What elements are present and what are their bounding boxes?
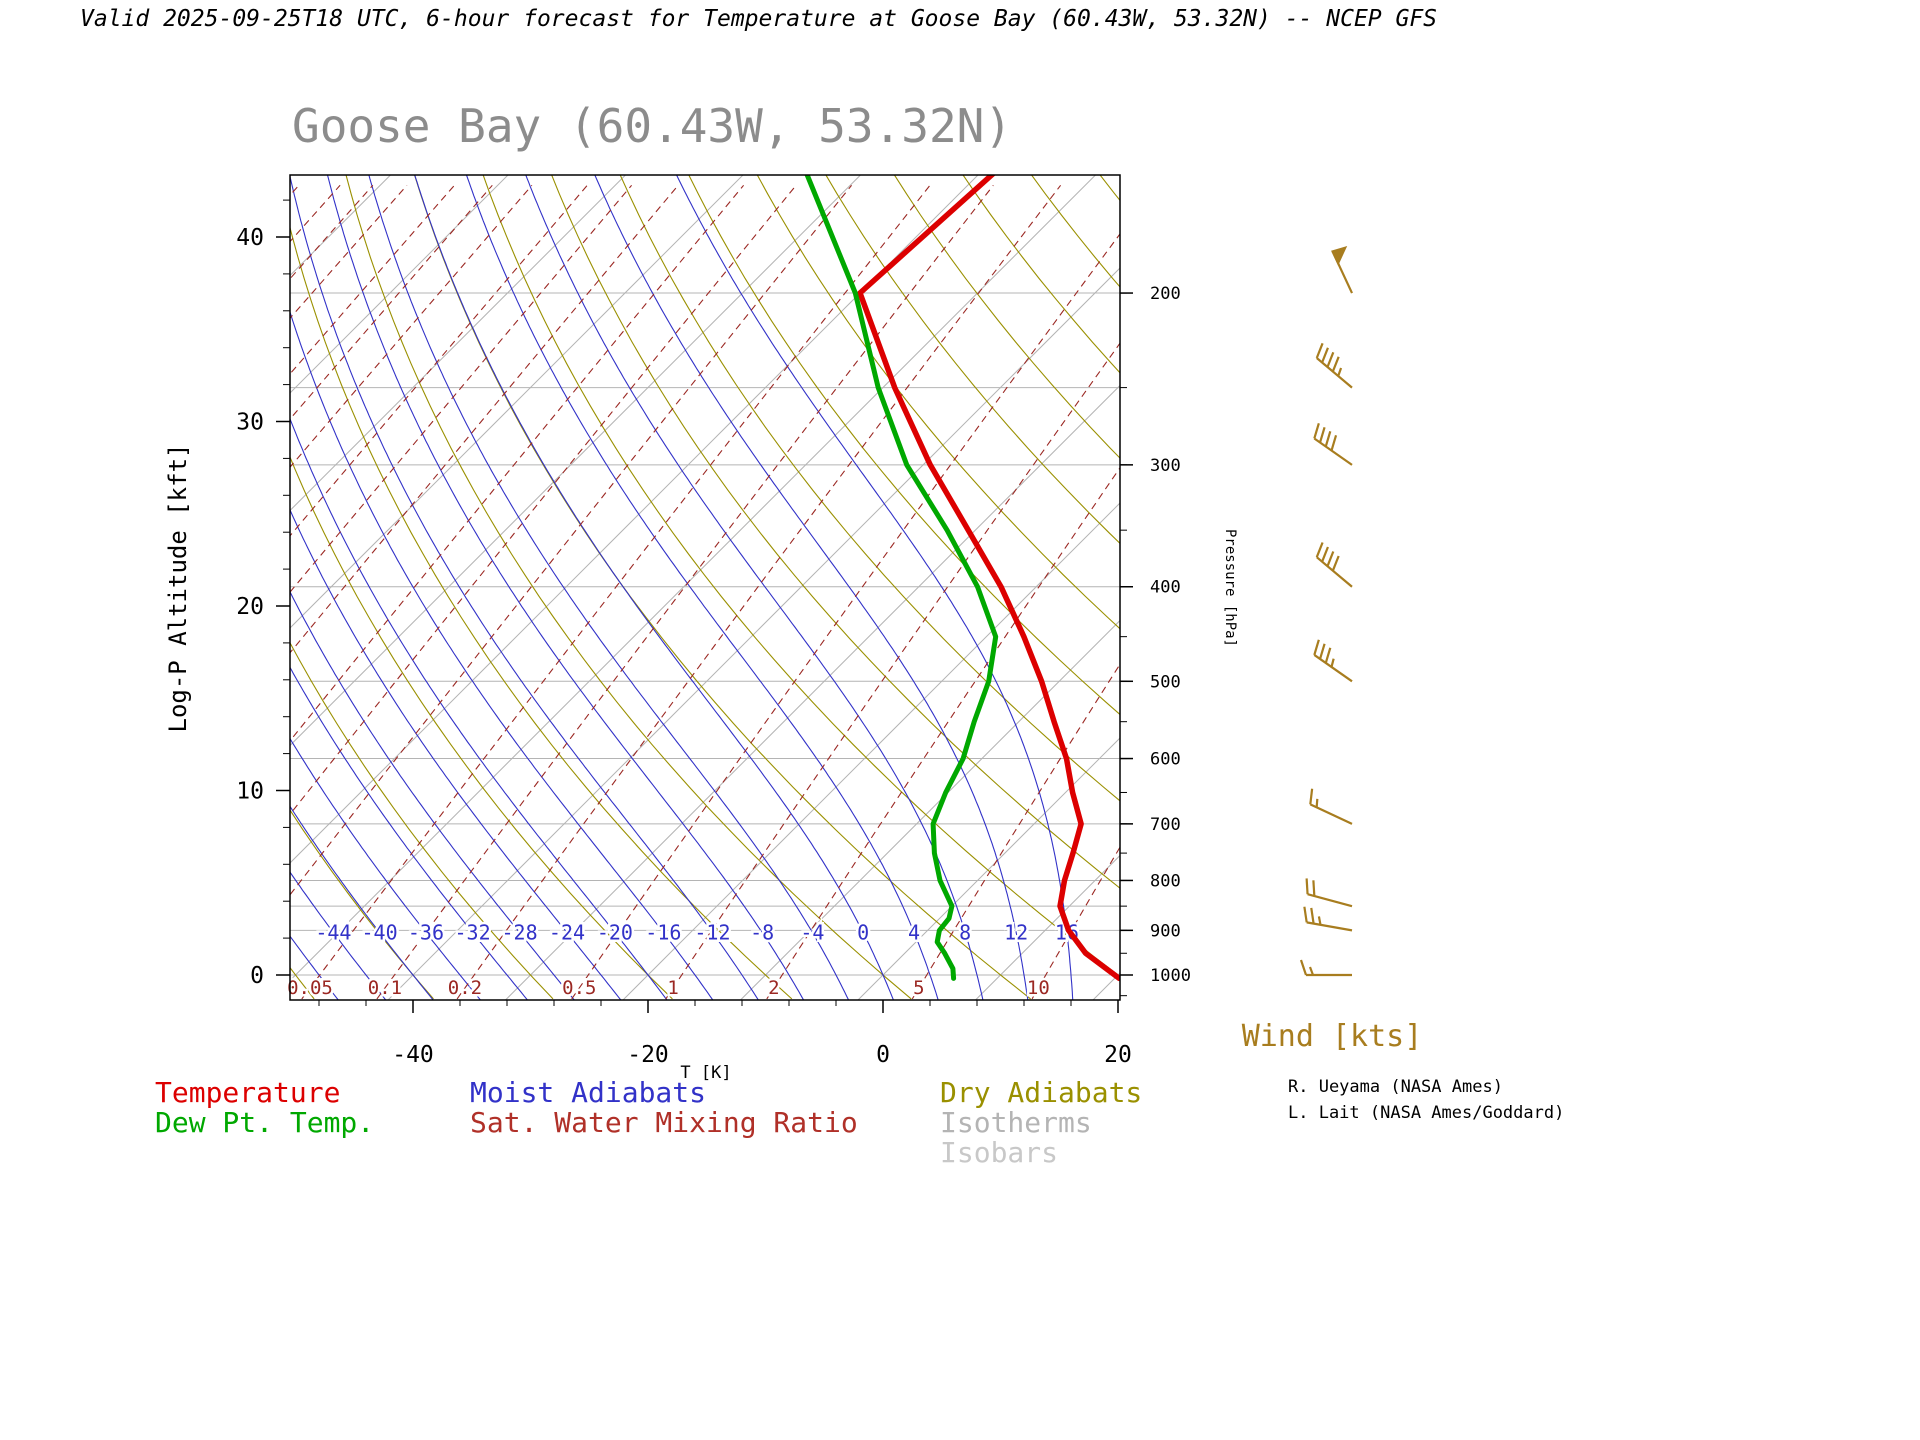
tick-label: 12	[1004, 921, 1028, 945]
tick-label: 40	[236, 225, 264, 251]
tick-label: -16	[645, 921, 681, 945]
tick-label: 300	[1150, 456, 1181, 476]
wind-barb	[1315, 542, 1353, 588]
legend-isobars: Isobars	[940, 1136, 1059, 1169]
tick-label: 600	[1150, 750, 1181, 770]
legend-dewpoint: Dew Pt. Temp.	[155, 1106, 375, 1139]
tick-label: 20	[236, 594, 264, 620]
tick-label: 0	[876, 1042, 890, 1068]
tick-label: 700	[1150, 815, 1181, 835]
tick-label: 2	[768, 977, 779, 999]
tick-label: 0.1	[368, 977, 402, 999]
legend-moist-adiabats: Moist Adiabats	[470, 1076, 707, 1109]
tick-label: 200	[1150, 284, 1181, 304]
tick-label: -12	[694, 921, 730, 945]
tick-label: 0	[857, 921, 869, 945]
tick-label: -40	[362, 921, 398, 945]
wind-barb	[1309, 788, 1353, 825]
tick-label: -36	[408, 921, 444, 945]
tick-label: 400	[1150, 578, 1181, 598]
wind-barb	[1313, 639, 1353, 683]
wind-units-label: Wind [kts]	[1242, 1019, 1423, 1054]
tick-label: 10	[236, 779, 264, 805]
tick-label: -44	[315, 921, 351, 945]
tick-label: -24	[549, 921, 585, 945]
tick-label: 800	[1150, 871, 1181, 891]
tick-label: 30	[236, 410, 264, 436]
legend-isotherms: Isotherms	[940, 1106, 1092, 1139]
tick-label: 1000	[1150, 966, 1191, 986]
tick-label: 1	[667, 977, 678, 999]
tick-label: 0.05	[287, 977, 333, 999]
tick-label: 900	[1150, 921, 1181, 941]
profiles-layer	[804, 175, 1120, 982]
temperature-curve	[857, 175, 1120, 982]
legend-dry-adiabats: Dry Adiabats	[940, 1076, 1143, 1109]
mixing-ratio-layer	[290, 184, 1120, 1000]
chart-title: Goose Bay (60.43W, 53.32N)	[292, 99, 1012, 153]
isotherms-layer	[290, 175, 1120, 1000]
credit-line-2: L. Lait (NASA Ames/Goddard)	[1288, 1103, 1564, 1123]
isobars-layer	[290, 292, 1120, 976]
tick-label: 0	[250, 963, 264, 989]
tick-label: -32	[455, 921, 491, 945]
legend-mixing-ratio: Sat. Water Mixing Ratio	[470, 1106, 858, 1139]
tick-label: -20	[597, 921, 633, 945]
tick-label: 20	[1104, 1042, 1132, 1068]
wind-barb	[1299, 959, 1352, 977]
tick-label: 8	[959, 921, 971, 945]
wind-barb	[1305, 878, 1353, 908]
dewpoint-curve	[804, 175, 999, 981]
wind-barb	[1331, 245, 1353, 294]
wind-barb	[1303, 906, 1353, 932]
wind-barb	[1313, 422, 1353, 466]
wind-barb	[1315, 342, 1353, 389]
tick-label: -4	[800, 921, 824, 945]
tick-label: 0.2	[448, 977, 482, 999]
tick-label: -20	[627, 1042, 669, 1068]
tick-label: 500	[1150, 672, 1181, 692]
y-axis-left-label: Log-P Altitude [kft]	[164, 444, 192, 733]
y-axis-right-label: Pressure [hPa]	[1222, 529, 1238, 647]
tick-label: -40	[392, 1042, 434, 1068]
legend-temperature: Temperature	[155, 1076, 341, 1109]
credit-line-1: R. Ueyama (NASA Ames)	[1288, 1077, 1503, 1097]
header-title: Valid 2025-09-25T18 UTC, 6-hour forecast…	[80, 6, 1438, 32]
tick-label: -28	[502, 921, 538, 945]
x-axis-label: T [K]	[680, 1063, 731, 1083]
tick-label: -8	[750, 921, 774, 945]
tick-label: 10	[1027, 977, 1050, 999]
axes-layer: 0102030402003004005006007008009001000-40…	[236, 174, 1191, 1068]
tick-label: 5	[913, 977, 924, 999]
tick-label: 4	[908, 921, 920, 945]
inplot-labels: -44 -40 -36 -32 -28 -24 -20 -16 -12 -8 -4 0 4 8 12 160.…	[285, 918, 1082, 1001]
tick-label: 0.5	[562, 977, 596, 999]
wind-barbs-layer	[1299, 245, 1353, 977]
chart-render-root: -44 -40 -36 -32 -28 -24 -20 -16 -12 -8 -4 0 4 8 12 160.…	[236, 174, 1353, 1068]
